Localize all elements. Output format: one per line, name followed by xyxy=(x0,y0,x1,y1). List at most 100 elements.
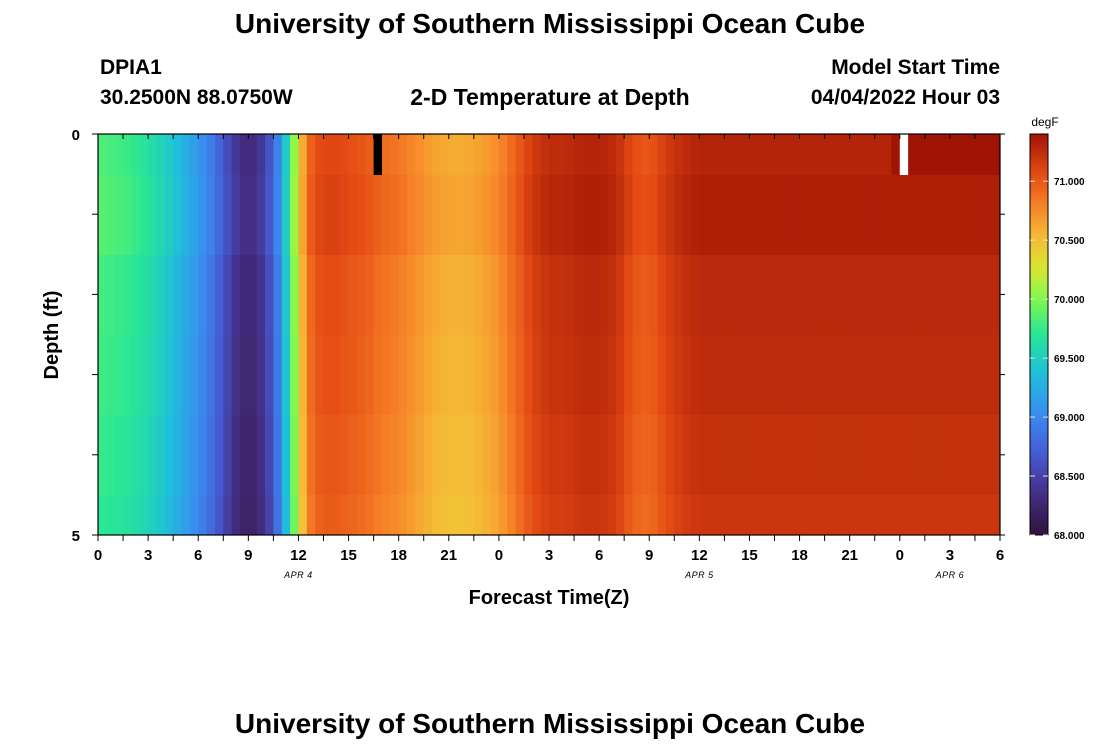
heatmap-cell xyxy=(173,335,182,415)
heatmap-cell xyxy=(248,255,258,335)
heatmap-cell xyxy=(574,335,583,415)
heatmap-cell xyxy=(381,175,391,255)
heatmap-cell xyxy=(540,134,550,175)
heatmap-cell xyxy=(674,335,684,415)
heatmap-cell xyxy=(340,335,349,415)
heatmap-cell xyxy=(657,175,667,255)
heatmap-cell xyxy=(315,415,324,495)
heatmap-cell xyxy=(841,415,851,495)
heatmap-cell xyxy=(899,495,909,535)
heatmap-cell xyxy=(214,255,224,335)
heatmap-cell xyxy=(231,335,241,415)
heatmap-cell xyxy=(181,134,191,175)
heatmap-cell xyxy=(373,415,383,495)
heatmap-cell xyxy=(599,255,608,335)
heatmap-cell xyxy=(824,255,834,335)
heatmap-cell xyxy=(440,495,450,535)
heatmap-cell xyxy=(724,134,734,175)
heatmap-cell xyxy=(849,335,859,415)
heatmap-cell xyxy=(782,134,792,175)
heatmap-cell xyxy=(582,335,592,415)
heatmap-cell xyxy=(782,415,792,495)
heatmap-cell xyxy=(298,134,308,175)
heatmap-cell xyxy=(841,255,851,335)
heatmap-cell xyxy=(841,175,851,255)
heatmap-cell xyxy=(123,415,132,495)
heatmap-cell xyxy=(774,175,784,255)
heatmap-cell xyxy=(248,134,258,175)
heatmap-cell xyxy=(281,415,291,495)
heatmap-cell xyxy=(473,415,483,495)
heatmap-cell xyxy=(390,134,400,175)
heatmap-cell xyxy=(966,175,976,255)
heatmap-cell xyxy=(716,175,725,255)
heatmap-cell xyxy=(189,495,199,535)
heatmap-cell xyxy=(198,495,207,535)
heatmap-cell xyxy=(607,255,617,335)
heatmap-cell xyxy=(624,335,633,415)
heatmap-cell xyxy=(724,415,734,495)
heatmap-cell xyxy=(866,335,876,415)
heatmap-cell xyxy=(290,415,299,495)
heatmap-cell xyxy=(206,175,216,255)
heatmap-cell xyxy=(607,495,617,535)
heatmap-cell xyxy=(991,255,1001,335)
heatmap-cell xyxy=(298,175,308,255)
heatmap-cell xyxy=(974,335,984,415)
heatmap-cell xyxy=(649,415,658,495)
heatmap-cell xyxy=(832,415,842,495)
heatmap-cell xyxy=(256,495,266,535)
heatmap-cell xyxy=(164,134,174,175)
colorbar-unit: degF xyxy=(1031,115,1058,129)
heatmap-cell xyxy=(465,134,475,175)
heatmap-cell xyxy=(816,495,826,535)
heatmap-cell xyxy=(281,134,291,175)
heatmap-cell xyxy=(632,175,642,255)
heatmap-cell xyxy=(331,134,341,175)
x-tick-label: 3 xyxy=(545,547,553,564)
heatmap-cell xyxy=(549,175,558,255)
footer-title: University of Southern Mississippi Ocean… xyxy=(234,708,866,739)
heatmap-cell xyxy=(390,175,400,255)
heatmap-cell xyxy=(273,495,283,535)
heatmap-cell xyxy=(98,134,107,175)
heatmap-cell xyxy=(540,335,550,415)
heatmap-cell xyxy=(106,415,116,495)
heatmap-cell xyxy=(198,255,207,335)
heatmap-cell xyxy=(624,175,633,255)
heatmap-cell xyxy=(866,175,876,255)
heatmap-cell xyxy=(782,175,792,255)
heatmap-cell xyxy=(690,134,700,175)
heatmap-cell xyxy=(807,175,817,255)
heatmap-cell xyxy=(799,335,809,415)
x-tick-labels: 0 3 6 9 12 15 18 21 0 3 6 9 12 15 18 21 0 3 6 xyxy=(94,547,1004,564)
heatmap-cell xyxy=(114,255,124,335)
heatmap-cell xyxy=(356,255,366,335)
heatmap-cell xyxy=(791,255,800,335)
heatmap-cell xyxy=(106,255,116,335)
heatmap-cell xyxy=(231,175,241,255)
heatmap-cell xyxy=(933,495,942,535)
heatmap-cell xyxy=(98,335,107,415)
heatmap-cell xyxy=(624,255,633,335)
heatmap-cell xyxy=(398,175,408,255)
x-tick-label: 6 xyxy=(194,547,202,564)
colorbar-tick-label: 68.500 xyxy=(1054,472,1085,483)
heatmap-cell xyxy=(473,495,483,535)
heatmap-cell xyxy=(498,255,508,335)
chart-title: 2-D Temperature at Depth xyxy=(410,84,690,110)
heatmap-cell xyxy=(716,134,725,175)
heatmap-cell xyxy=(983,495,993,535)
heatmap-cell xyxy=(507,175,516,255)
heatmap-cell xyxy=(757,134,767,175)
heatmap-cell xyxy=(415,415,425,495)
heatmap-cell xyxy=(189,415,199,495)
heatmap-cell xyxy=(540,495,550,535)
model-start-label: Model Start Time xyxy=(831,56,1000,79)
heatmap-cell xyxy=(657,495,667,535)
x-tick-label: 21 xyxy=(440,547,457,564)
heatmap-cell xyxy=(139,415,149,495)
heatmap-cell xyxy=(716,495,725,535)
heatmap-cell xyxy=(373,175,383,255)
